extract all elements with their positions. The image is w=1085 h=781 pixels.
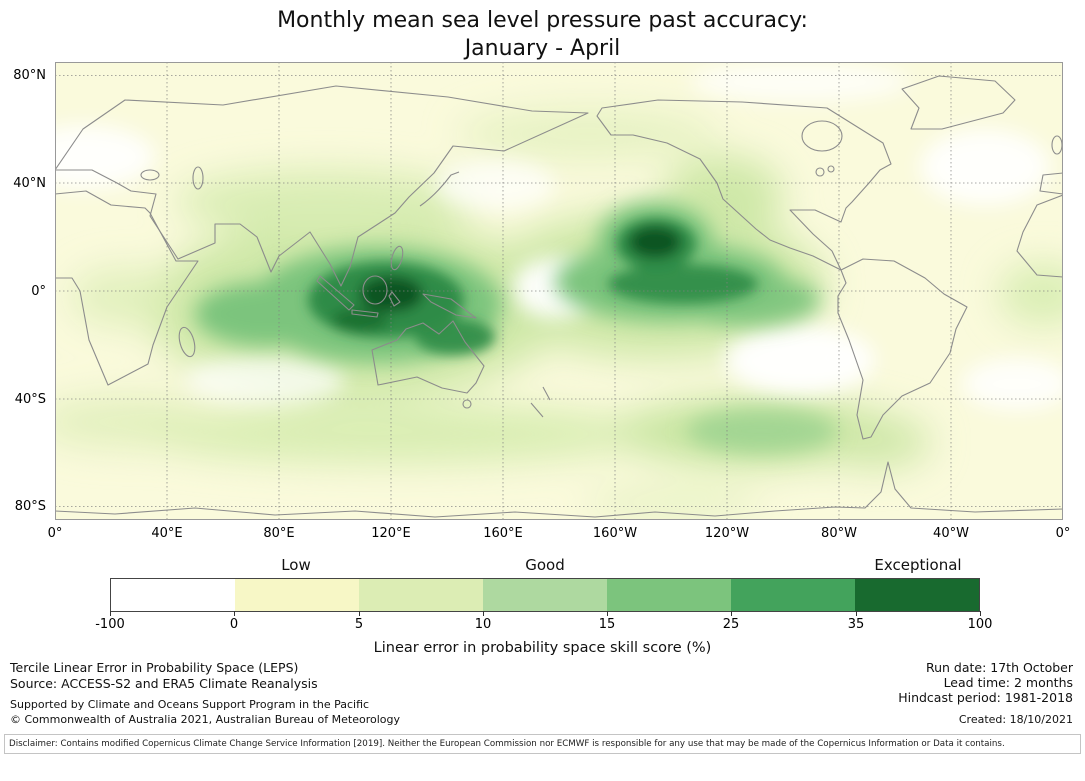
borneo-coast (362, 275, 388, 305)
antarctica-coast (55, 461, 1063, 518)
africa-coast (55, 190, 199, 386)
colorbar-tick: 0 (204, 611, 264, 632)
colorbar-segment (235, 579, 359, 611)
footer-copyright: © Commonwealth of Australia 2021, Austra… (10, 713, 400, 726)
colorbar-tick: -100 (80, 611, 140, 632)
japan-coast (419, 171, 460, 207)
iberia-coast (1039, 172, 1063, 195)
black-sea-coast (140, 169, 160, 181)
legend-label-exceptional: Exceptional (874, 556, 962, 574)
great-lakes (827, 165, 835, 173)
lat-tick: 80°S (14, 499, 46, 514)
lon-tick: 120°E (371, 526, 411, 541)
lat-tick: 40°N (13, 176, 46, 191)
colorbar-tick: 100 (950, 611, 1010, 632)
colorbar-tick: 25 (701, 611, 761, 632)
footer-support: Supported by Climate and Oceans Support … (10, 698, 370, 711)
sumatra-coast (316, 275, 355, 311)
lon-tick: 40°W (933, 526, 969, 541)
colorbar-segment (855, 579, 979, 611)
footer-run-date: Run date: 17th October (925, 660, 1073, 675)
colorbar-tick: 5 (329, 611, 389, 632)
map-frame (55, 62, 1063, 520)
madagascar-coast (178, 326, 196, 358)
philippines-coast (390, 245, 404, 271)
sulawesi-coast (388, 291, 401, 307)
coastlines (55, 75, 1063, 518)
footer-created: Created: 18/10/2021 (958, 713, 1073, 726)
australia-coast (371, 320, 485, 394)
java-coast (351, 309, 379, 318)
colorbar-tick: 35 (826, 611, 886, 632)
eurasia-coast (55, 85, 589, 287)
footer-method: Tercile Linear Error in Probability Spac… (10, 660, 299, 675)
graticule (55, 62, 1063, 520)
colorbar-tick: 15 (577, 611, 637, 632)
map-panel (55, 62, 1063, 520)
lon-tick: 0° (47, 526, 63, 541)
skill-shading-dark (308, 218, 758, 355)
lon-tick: 160°W (592, 526, 638, 541)
footer-hindcast: Hindcast period: 1981-2018 (898, 690, 1073, 705)
west-africa-coast (1016, 194, 1063, 278)
page-title: Monthly mean sea level pressure past acc… (277, 8, 808, 33)
colorbar-caption: Linear error in probability space skill … (373, 640, 712, 656)
colorbar-tick: 10 (453, 611, 513, 632)
colorbar-segment (359, 579, 483, 611)
lat-tick: 40°S (14, 392, 46, 407)
skill-shading-white (55, 62, 1063, 410)
south-america-coast (837, 258, 968, 440)
world-map (55, 62, 1063, 520)
colorbar (110, 578, 980, 612)
lon-tick: 120°W (704, 526, 750, 541)
legend-label-low: Low (281, 556, 311, 574)
greenland-coast (901, 75, 1016, 130)
new-guinea-coast (422, 293, 477, 319)
disclaimer-text: Disclaimer: Contains modified Copernicus… (4, 734, 1081, 754)
lon-tick: 40°E (151, 526, 183, 541)
lat-tick: 80°N (13, 68, 46, 83)
lon-tick: 80°W (821, 526, 857, 541)
new-zealand-coast (530, 386, 551, 418)
footer-source: Source: ACCESS-S2 and ERA5 Climate Reana… (10, 676, 318, 691)
lon-tick: 80°E (263, 526, 295, 541)
legend-label-good: Good (525, 556, 565, 574)
caspian-sea-coast (192, 166, 204, 190)
great-lakes (815, 167, 825, 177)
colorbar-segment (731, 579, 855, 611)
lat-tick: 0° (31, 284, 46, 299)
lon-tick: 160°E (483, 526, 523, 541)
tasmania-coast (462, 399, 472, 409)
hudson-bay-coast (801, 120, 843, 152)
colorbar-segment (111, 579, 235, 611)
colorbar-segment (607, 579, 731, 611)
footer-lead-time: Lead time: 2 months (943, 675, 1073, 690)
north-america-coast (596, 99, 892, 271)
page-subtitle: January - April (464, 36, 621, 61)
colorbar-segment (483, 579, 607, 611)
lon-tick: 0° (1055, 526, 1071, 541)
